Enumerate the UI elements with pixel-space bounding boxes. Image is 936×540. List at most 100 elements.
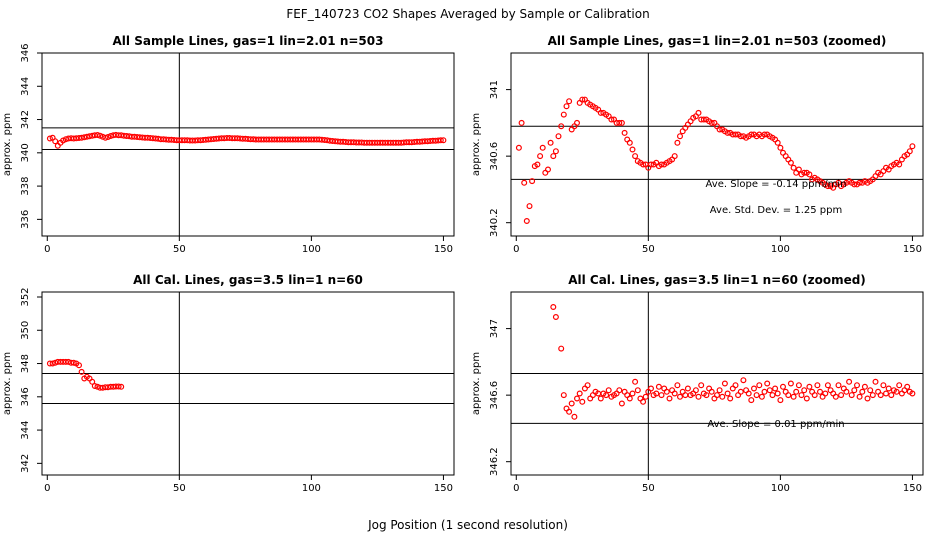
- figure-xlabel: Jog Position (1 second resolution): [367, 518, 568, 532]
- data-point: [716, 126, 723, 133]
- data-point: [708, 119, 715, 126]
- y-tick-label: 344: [20, 421, 31, 440]
- data-point: [674, 382, 681, 389]
- data-point: [560, 111, 567, 118]
- data-point: [748, 397, 755, 404]
- data-point: [753, 392, 760, 399]
- data-point: [727, 395, 734, 402]
- data-point: [102, 134, 109, 141]
- data-point: [647, 385, 654, 392]
- data-point: [621, 129, 628, 136]
- data-point: [816, 388, 823, 395]
- data-point: [640, 398, 647, 405]
- data-point: [851, 387, 858, 394]
- data-point: [563, 103, 570, 110]
- data-point: [573, 395, 580, 402]
- data-point: [713, 392, 720, 399]
- data-point: [801, 387, 808, 394]
- data-point: [859, 388, 866, 395]
- y-tick-label: 340.6: [489, 142, 500, 171]
- data-point: [647, 161, 654, 168]
- data-point: [798, 392, 805, 399]
- plot-frame: [510, 291, 924, 476]
- panel-annotation: Ave. Slope = 0.01 ppm/min: [707, 419, 844, 430]
- y-tick-label: 347: [489, 319, 500, 338]
- y-axis-label: approx. ppm: [471, 113, 482, 176]
- data-point: [544, 166, 551, 173]
- data-point: [616, 387, 623, 394]
- data-point: [674, 139, 681, 146]
- data-point: [618, 400, 625, 407]
- data-point: [824, 382, 831, 389]
- data-point: [555, 133, 562, 140]
- data-point: [867, 387, 874, 394]
- x-tick-label: 50: [642, 483, 655, 494]
- x-tick-label: 150: [903, 244, 922, 255]
- data-point: [682, 392, 689, 399]
- data-point: [801, 169, 808, 176]
- data-point: [560, 392, 567, 399]
- data-point: [790, 164, 797, 171]
- data-point: [515, 144, 522, 151]
- panel-title: All Cal. Lines, gas=3.5 lin=1 n=60 (zoom…: [568, 273, 866, 287]
- data-point: [78, 134, 85, 141]
- data-point: [54, 142, 61, 149]
- data-point: [658, 161, 665, 168]
- panels: All Sample Lines, gas=1 lin=2.01 n=503 ap…: [2, 34, 924, 494]
- y-tick-label: 346.2: [489, 447, 500, 476]
- data-point: [737, 133, 744, 140]
- data-point: [640, 161, 647, 168]
- data-point: [880, 382, 887, 389]
- y-tick-label: 346: [20, 43, 31, 62]
- data-point: [566, 408, 573, 415]
- data-point: [573, 119, 580, 126]
- data-point: [52, 359, 59, 366]
- data-point: [676, 133, 683, 140]
- data-point: [716, 387, 723, 394]
- data-point: [758, 393, 765, 400]
- data-point: [663, 388, 670, 395]
- data-point: [605, 387, 612, 394]
- data-point: [655, 383, 662, 390]
- data-point: [721, 380, 728, 387]
- data-point: [766, 387, 773, 394]
- data-point: [576, 390, 583, 397]
- y-tick-label: 338: [20, 177, 31, 196]
- data-point: [537, 153, 544, 160]
- data-point: [896, 382, 903, 389]
- data-point: [732, 131, 739, 138]
- data-point: [777, 144, 784, 151]
- data-point: [795, 166, 802, 173]
- y-tick-label: 341: [489, 80, 500, 99]
- y-tick-label: 344: [20, 77, 31, 96]
- data-point: [671, 390, 678, 397]
- y-tick-label: 348: [20, 354, 31, 373]
- y-tick-label: 340.2: [489, 208, 500, 237]
- data-point: [846, 378, 853, 385]
- data-point: [566, 98, 573, 105]
- data-point: [909, 143, 916, 150]
- data-point: [78, 368, 85, 375]
- x-tick-label: 0: [513, 244, 519, 255]
- data-point: [526, 203, 533, 210]
- data-point: [724, 129, 731, 136]
- data-point: [700, 116, 707, 123]
- data-point: [835, 382, 842, 389]
- data-point: [65, 358, 72, 365]
- data-point: [658, 392, 665, 399]
- x-tick-label: 0: [44, 483, 50, 494]
- data-point: [552, 314, 559, 321]
- data-point: [785, 392, 792, 399]
- data-point: [671, 153, 678, 160]
- data-point: [597, 109, 604, 116]
- chart-panel-4: All Cal. Lines, gas=3.5 lin=1 n=60 (zoom…: [471, 273, 924, 494]
- data-point: [906, 148, 913, 155]
- data-point: [893, 388, 900, 395]
- data-point: [634, 387, 641, 394]
- y-axis-label: approx. ppm: [2, 113, 13, 176]
- data-point: [856, 179, 863, 186]
- data-point: [83, 133, 90, 140]
- data-point: [864, 395, 871, 402]
- data-point: [843, 388, 850, 395]
- data-point: [806, 383, 813, 390]
